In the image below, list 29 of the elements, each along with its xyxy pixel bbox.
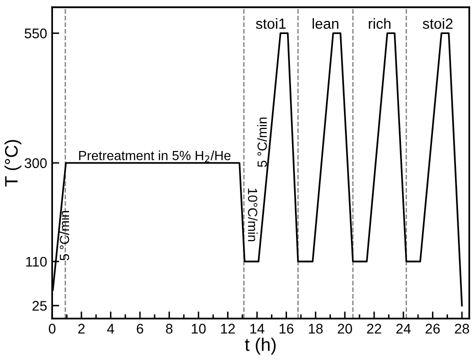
annotation: Pretreatment in 5% H$_{2}$/He — [79, 150, 231, 162]
x-tick-label: 14 — [250, 324, 264, 334]
x-tick-label: 22 — [367, 324, 382, 334]
x-tick-label: 10 — [192, 324, 206, 334]
x-tick-label: 26 — [426, 324, 440, 334]
x-tick-label: 8 — [166, 324, 172, 334]
x-tick-label: 18 — [308, 324, 323, 334]
x-tick-label: 20 — [338, 324, 352, 334]
annotation: 10°C/min — [248, 188, 258, 242]
annotation: 5 °C/min — [59, 211, 70, 260]
x-tick-label: 4 — [107, 324, 114, 334]
x-tick-label: 2 — [78, 324, 85, 334]
x-tick-label: 12 — [221, 324, 235, 334]
annotation: lean — [312, 18, 338, 29]
x-tick-label: 0 — [48, 324, 56, 334]
x-axis-title: t (h) — [244, 338, 276, 355]
y-tick-label: 300 — [24, 158, 47, 168]
x-tick-label: 28 — [454, 324, 470, 334]
y-axis-title: T (°C) — [4, 140, 22, 186]
x-tick-label: 24 — [396, 324, 411, 334]
annotation: rich — [368, 18, 390, 29]
x-tick-label: 6 — [136, 324, 144, 334]
annotation: stoi1 — [256, 18, 286, 29]
annotation: stoi2 — [422, 18, 452, 29]
annotation: 5 °C/min — [257, 118, 267, 167]
y-tick-label: 110 — [26, 256, 47, 267]
y-tick-label: 550 — [24, 28, 47, 38]
y-tick-label: 25 — [32, 300, 47, 311]
x-tick-label: 16 — [280, 324, 294, 334]
